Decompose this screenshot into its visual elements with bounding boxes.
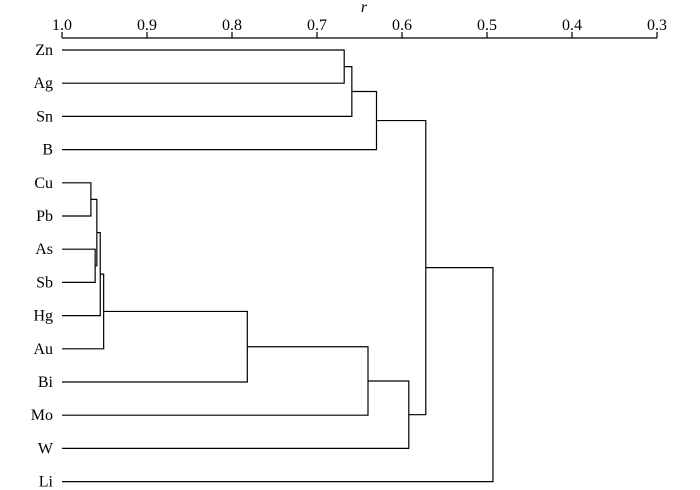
top-axis: 1.0 0.9 0.8 0.7 0.6 0.5 0.4 0.3 — [52, 17, 667, 39]
tick-label: 0.6 — [392, 17, 412, 34]
leaf-label: Bi — [38, 374, 54, 391]
tick-label: 0.9 — [137, 17, 157, 34]
leaf-label: Sn — [36, 108, 53, 125]
dendrogram-link — [62, 248, 96, 283]
dendrogram-link — [376, 119, 427, 416]
leaf-label: Pb — [36, 208, 53, 225]
leaf-label: Au — [33, 341, 53, 358]
dendrogram-link — [90, 198, 98, 267]
dendrogram-link — [62, 310, 248, 383]
tick-label: 1.0 — [52, 17, 72, 34]
tick-label: 0.5 — [477, 17, 497, 34]
dendrogram-link — [62, 346, 369, 416]
leaf-label: As — [35, 241, 53, 258]
dendrogram-link — [62, 273, 105, 350]
dendrogram-links — [62, 49, 494, 483]
leaf-label: Sb — [36, 274, 53, 291]
dendrogram-link — [62, 49, 345, 84]
tick-label: 0.7 — [307, 17, 327, 34]
leaf-labels: Zn Ag Sn B Cu Pb As Sb Hg Au Bi Mo W Li — [31, 42, 54, 490]
dendrogram-link — [62, 90, 378, 151]
dendrogram-link — [62, 182, 92, 217]
leaf-label: Mo — [31, 407, 53, 424]
dendrogram-link — [62, 232, 101, 317]
tick-label: 0.4 — [562, 17, 582, 34]
tick-label: 0.8 — [222, 17, 242, 34]
leaf-label: B — [42, 142, 53, 159]
dendrogram-link — [62, 66, 353, 117]
dendrogram-link — [62, 267, 494, 483]
leaf-label: Zn — [35, 42, 53, 59]
leaf-label: Ag — [33, 75, 53, 92]
leaf-label: W — [38, 440, 54, 457]
tick-label: 0.3 — [647, 17, 667, 34]
leaf-label: Li — [39, 474, 54, 490]
axis-title: r — [361, 0, 368, 16]
leaf-label: Hg — [33, 308, 53, 325]
leaf-label: Cu — [34, 175, 53, 192]
